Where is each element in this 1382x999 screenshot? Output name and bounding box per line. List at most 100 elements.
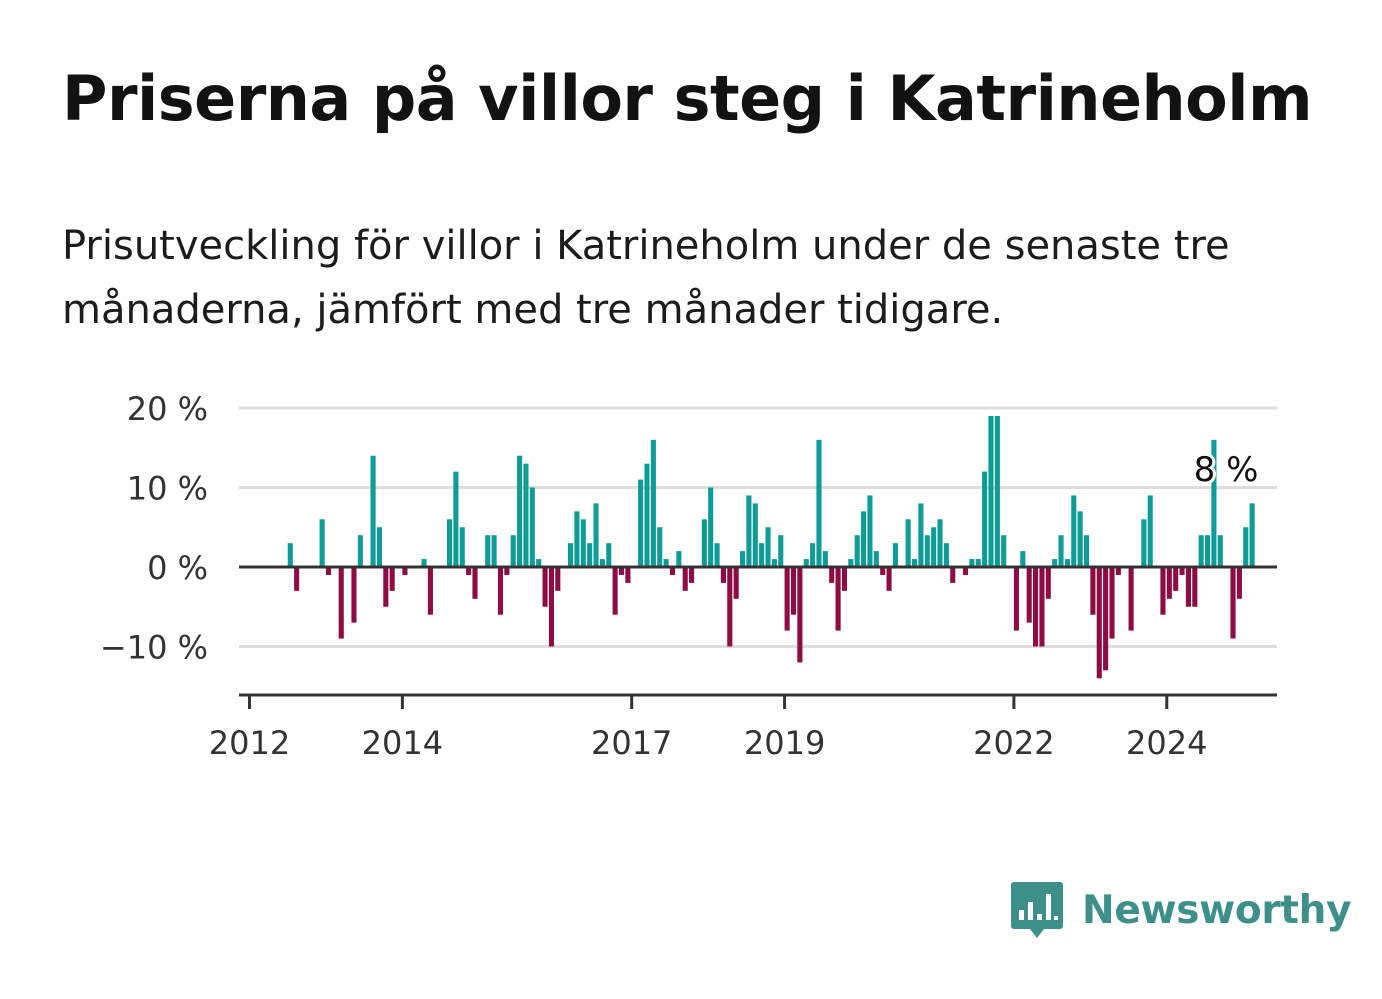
- bar: [1211, 439, 1217, 567]
- x-tick-label: 2014: [362, 724, 443, 762]
- axes: [239, 565, 1277, 697]
- y-tick-label: −10 %: [100, 629, 208, 667]
- bar: [612, 567, 618, 615]
- bar: [1077, 511, 1083, 567]
- bar: [689, 567, 695, 583]
- bar: [618, 567, 625, 575]
- bar: [790, 567, 797, 615]
- bar: [841, 567, 848, 591]
- bar: [625, 567, 631, 583]
- y-axis-ticks: 20 % 10 % 0 % −10 %: [100, 390, 208, 667]
- bar: [1185, 567, 1191, 607]
- bar: [867, 495, 873, 567]
- bar: [453, 471, 459, 567]
- bar: [892, 543, 898, 567]
- bar: [1096, 567, 1102, 679]
- bar: [402, 567, 408, 575]
- bar: [982, 471, 988, 567]
- bar: [351, 567, 357, 623]
- bar: [873, 551, 879, 567]
- bar: [510, 535, 516, 567]
- bar: [880, 567, 886, 575]
- bar: [1039, 567, 1045, 647]
- bar: [485, 535, 491, 567]
- bar: [759, 543, 765, 567]
- bar: [803, 559, 809, 567]
- bar: [835, 567, 841, 631]
- bar: [497, 567, 504, 615]
- grid-lines: [239, 406, 1277, 648]
- y-tick-label: 20 %: [127, 390, 208, 428]
- bar: [1052, 559, 1058, 567]
- bar: [644, 463, 650, 567]
- bar: [548, 567, 554, 647]
- bar: [816, 439, 822, 567]
- bar: [446, 519, 453, 567]
- bar: [638, 479, 644, 567]
- bar: [587, 543, 593, 567]
- bar: [338, 567, 344, 639]
- bar: [1217, 535, 1223, 567]
- bar: [555, 567, 561, 591]
- bar: [517, 455, 523, 567]
- bar: [1249, 503, 1255, 567]
- bar: [523, 463, 529, 567]
- bar: [574, 511, 580, 567]
- bar: [924, 535, 930, 567]
- bar: [701, 519, 707, 567]
- bar: [771, 559, 777, 567]
- last-value-annotation: 8 %: [1194, 450, 1259, 490]
- x-tick-label: 2019: [744, 724, 825, 762]
- bar: [1236, 567, 1242, 599]
- bar: [357, 535, 363, 567]
- bar: [708, 487, 714, 567]
- bar: [727, 567, 733, 647]
- newsworthy-logo: Newsworthy: [1010, 878, 1352, 942]
- bar: [504, 567, 510, 575]
- bar: [1090, 567, 1096, 615]
- bar: [752, 503, 758, 567]
- bar: [778, 535, 784, 567]
- bar: [720, 567, 726, 583]
- bar: [1173, 567, 1179, 591]
- bar: [389, 567, 395, 591]
- bar: [765, 527, 771, 567]
- bar: [421, 559, 427, 567]
- bar: [383, 567, 389, 607]
- bar: [599, 559, 605, 567]
- bar: [1071, 495, 1077, 567]
- y-tick-label: 0 %: [147, 549, 208, 587]
- bar: [580, 519, 586, 567]
- bar: [1192, 567, 1198, 607]
- bar: [1141, 519, 1147, 567]
- bar: [294, 567, 300, 591]
- bar: [1179, 567, 1185, 575]
- bar: [1013, 567, 1019, 631]
- bar: [1166, 567, 1172, 599]
- bar: [568, 543, 574, 567]
- bar: [861, 511, 867, 567]
- bar: [529, 487, 535, 567]
- bar: [287, 543, 293, 567]
- bar: [1109, 567, 1115, 639]
- x-tick-label: 2012: [209, 724, 290, 762]
- bar: [962, 567, 969, 575]
- brand-name: Newsworthy: [1082, 887, 1352, 933]
- bar: [931, 527, 937, 567]
- chart-subtitle: Prisutveckling för villor i Katrineholm …: [62, 223, 1230, 333]
- bar: [1205, 535, 1211, 567]
- bar: [822, 551, 828, 567]
- bar: [491, 535, 497, 567]
- bar: [593, 503, 599, 567]
- x-axis-ticks: 2012 2014 2017 2019 2022 2024: [209, 695, 1207, 762]
- bar: [746, 495, 752, 567]
- bar: [1001, 535, 1007, 567]
- bar: [1020, 551, 1026, 567]
- bar: [459, 527, 465, 567]
- bar-chart-speech-bubble-icon: [1011, 882, 1063, 938]
- x-tick-label: 2017: [591, 724, 672, 762]
- bar: [1243, 527, 1249, 567]
- bar: [1147, 495, 1153, 567]
- bar: [466, 567, 472, 575]
- bar: [911, 559, 918, 567]
